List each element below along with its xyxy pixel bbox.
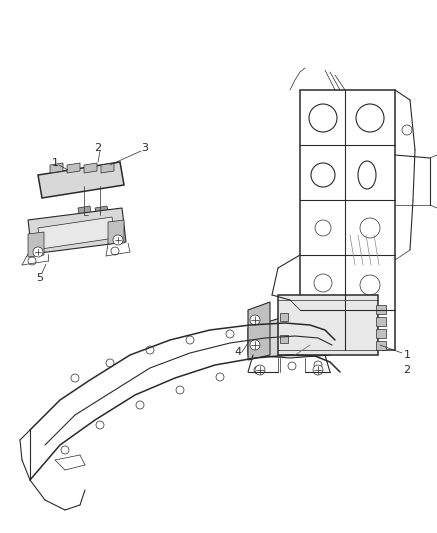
Bar bbox=[376, 317, 386, 326]
Polygon shape bbox=[248, 302, 270, 360]
Bar bbox=[80, 215, 90, 221]
Circle shape bbox=[313, 365, 323, 375]
Bar bbox=[280, 335, 288, 343]
Polygon shape bbox=[28, 208, 126, 254]
Polygon shape bbox=[28, 232, 44, 257]
Text: 4: 4 bbox=[234, 347, 242, 357]
Polygon shape bbox=[50, 163, 63, 173]
Bar bbox=[278, 295, 378, 355]
Circle shape bbox=[113, 235, 123, 245]
Bar bbox=[280, 313, 288, 321]
Polygon shape bbox=[101, 163, 114, 173]
Polygon shape bbox=[67, 163, 80, 173]
Circle shape bbox=[33, 247, 43, 257]
Text: 2: 2 bbox=[94, 143, 101, 153]
Bar bbox=[376, 305, 386, 314]
Polygon shape bbox=[108, 220, 124, 244]
Bar bbox=[96, 215, 106, 221]
Text: 5: 5 bbox=[37, 273, 44, 283]
Bar bbox=[376, 329, 386, 338]
Text: 2: 2 bbox=[403, 365, 411, 375]
Circle shape bbox=[28, 257, 36, 265]
Text: 1: 1 bbox=[52, 158, 59, 168]
Text: 1: 1 bbox=[403, 350, 410, 360]
Polygon shape bbox=[78, 206, 92, 220]
Polygon shape bbox=[248, 315, 330, 358]
Polygon shape bbox=[95, 206, 109, 220]
Bar bbox=[300, 90, 395, 350]
Polygon shape bbox=[38, 217, 115, 249]
Circle shape bbox=[250, 340, 260, 350]
Polygon shape bbox=[84, 163, 97, 173]
Circle shape bbox=[255, 365, 265, 375]
Circle shape bbox=[111, 247, 119, 255]
Polygon shape bbox=[38, 162, 124, 198]
Bar bbox=[376, 341, 386, 350]
Circle shape bbox=[250, 315, 260, 325]
Text: 3: 3 bbox=[142, 143, 149, 153]
